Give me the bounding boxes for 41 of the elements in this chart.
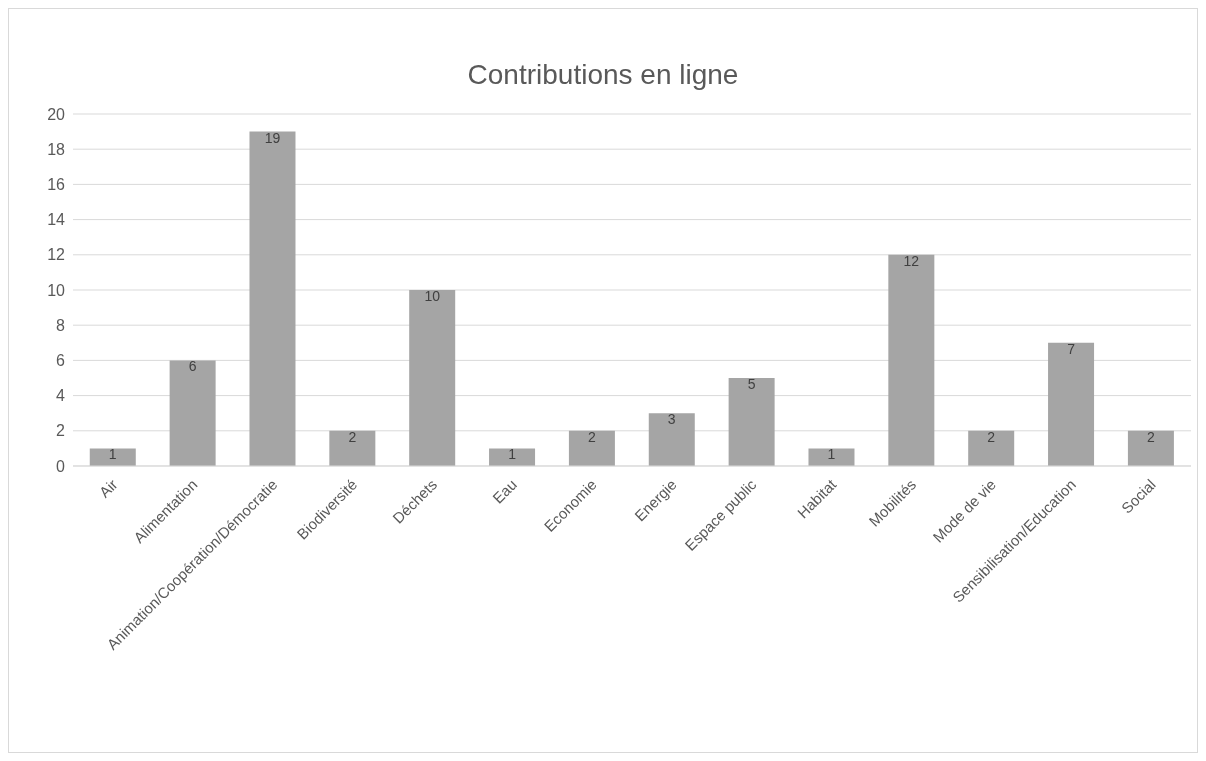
bar [169,360,216,466]
bar [648,413,695,466]
data-label: 2 [588,428,597,445]
data-label: 6 [188,358,197,375]
y-tick-label: 20 [47,105,66,123]
chart-title: Contributions en ligne [466,59,740,91]
y-tick-label: 16 [47,176,66,194]
data-label: 10 [424,287,441,304]
bar [489,448,536,466]
y-tick-label: 18 [47,140,66,158]
bar [409,290,456,466]
y-tick-label: 12 [47,246,66,264]
y-tick-label: 4 [56,387,66,405]
data-label: 5 [747,375,756,392]
bar [888,254,935,466]
data-label: 2 [987,428,996,445]
bar [89,448,136,466]
y-tick-label: 8 [56,316,66,334]
data-label: 2 [1147,428,1156,445]
data-label: 1 [508,446,517,463]
bar [568,430,615,466]
data-label: 1 [108,446,117,463]
bar [249,131,296,466]
y-tick-label: 2 [56,422,66,440]
data-label: 3 [667,411,676,428]
data-label: 2 [348,428,357,445]
bar [1127,430,1174,466]
bar [968,430,1015,466]
data-label: 12 [903,252,920,269]
y-tick-label: 6 [56,352,66,370]
y-tick-label: 10 [47,281,66,299]
y-tick-label: 14 [47,211,66,229]
x-tick-label: Eau [489,475,520,507]
data-label: 7 [1067,340,1076,357]
bar [808,448,855,466]
data-label: 1 [827,446,836,463]
bar [1048,342,1095,466]
bar [329,430,376,466]
data-label: 19 [264,129,281,146]
y-tick-label: 0 [56,457,66,475]
bar [728,378,775,466]
